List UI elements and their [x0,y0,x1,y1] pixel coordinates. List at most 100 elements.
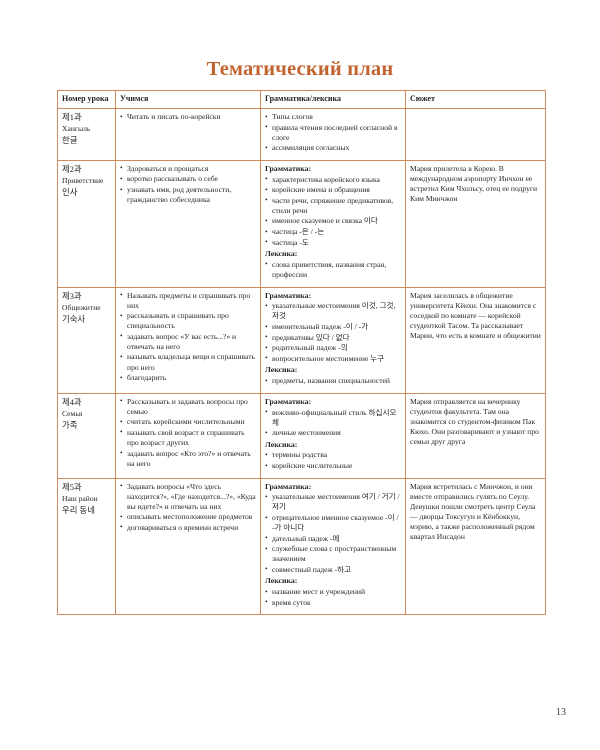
lexis-item: слова приветствия, названия стран, профе… [265,259,401,280]
column-header-lesson-number: Номер урока [57,90,116,109]
lexis-heading: Лексика: [265,365,298,375]
learn-item: благодарить [120,373,256,383]
cell-learn: Рассказывать и задавать вопросы про семь… [115,392,261,479]
cell-lesson-number: 제5과 Наш район 우리 동네 [57,477,116,616]
lexis-list: название мест и учрежденийвремя суток [265,587,401,608]
learn-list: Читать и писать по-корейски [120,111,256,122]
lexis-list: слова приветствия, названия стран, профе… [265,259,401,280]
cell-learn: Задавать вопросы «Что здесь находится?»,… [115,477,261,616]
cell-lesson-number: 제4과 Семья 가족 [57,392,116,479]
lesson-code: 제4과 [62,397,82,407]
page-title: Тематический план [206,58,394,80]
lesson-title-ru: Общежитие [62,302,101,312]
cell-story [405,108,546,161]
grammar-item: отрицательное именное сказуемое -이 / -가 … [265,513,401,533]
lexis-item: время суток [265,597,401,608]
lesson-title-ru: Наш район [62,493,98,503]
lesson-title-ko: 우리 동네 [62,505,95,515]
grammar-item: указательные местоимения 여기 / 거기 / 저기 [265,492,401,512]
grammar-item: дательный падеж -에 [265,533,401,544]
table-header-row: Номер урока Учимся Грамматика/лексика Сю… [57,90,546,109]
table-header: Номер урока Учимся Грамматика/лексика Сю… [57,90,546,109]
table-body: 제1과 Хангыль 한글 Читать и писать по-корейски Т… [57,108,546,616]
grammar-item: указательные местоимения 이것, 그것, 저것 [265,301,401,321]
grammar-heading: Грамматика: [265,481,312,491]
cell-grammar-lexis: Типы слоговправила чтения последней согл… [260,108,406,161]
learn-list: Задавать вопросы «Что здесь находится?»,… [120,481,256,533]
lesson-code: 제1과 [62,113,82,122]
grammar-item: личные местоимения [265,428,401,438]
grammar-list: характеристика корейского языкакорейские… [265,174,401,248]
cell-grammar-lexis: Грамматика:указательные местоимения 이것, … [260,286,406,394]
cell-story: Мария встретилась с Минчжон, и они вмест… [405,477,546,616]
grammar-item: части речи, спряжение предикативов, стил… [265,195,401,216]
learn-item: описывать местоположение предметов [120,512,256,522]
learn-item: называть свой возраст и спрашивать про в… [120,427,256,448]
story-text: Мария заселилась в общежитие университет… [410,290,541,340]
cell-lesson-number: 제2과 Приветствие 인사 [57,159,116,288]
lexis-item: предметы, названия специальностей [265,376,401,386]
lesson-code: 제3과 [62,291,82,301]
learn-item: рассказывать и спрашивать про специально… [120,311,256,331]
lesson-title-ru: Семья [62,408,83,418]
cell-lesson-number: 제1과 Хангыль 한글 [57,108,116,161]
learn-item: Здороваться и прощаться [120,163,256,174]
grammar-item: ассимиляция согласных [265,143,401,153]
learn-item: называть владельца вещи и спрашивать про… [120,352,256,372]
grammar-heading: Грамматика: [265,396,312,406]
thematic-plan-table: Номер урока Учимся Грамматика/лексика Сю… [57,90,546,616]
lexis-item: название мест и учреждений [265,587,401,597]
cell-learn: Здороваться и прощатьсякоротко рассказыв… [115,159,261,288]
column-header-learn: Учимся [115,90,261,109]
lesson-title-ko: 인사 [62,187,78,197]
grammar-item: Типы слогов [265,111,401,122]
grammar-item: предикативы 있다 / 없다 [265,332,401,343]
grammar-item: родительный падеж -의 [265,343,401,353]
cell-learn: Называть предметы и спрашивать про нихра… [115,286,261,394]
grammar-heading: Грамматика: [265,163,312,173]
grammar-item: правила чтения последней согласной в сло… [265,122,401,143]
grammar-item: вежливо-официальный стиль 하십시오체 [265,407,401,428]
learn-item: Задавать вопросы «Что здесь находится?»,… [120,481,256,512]
learn-item: Рассказывать и задавать вопросы про семь… [120,396,256,417]
page-number: 13 [556,707,566,718]
column-header-story: Сюжет [405,90,546,109]
learn-item: узнавать имя, род деятельности, гражданс… [120,185,256,205]
learn-item: договариваться о времени встречи [120,522,256,533]
story-text: Мария прилетела в Корею. В международном… [410,163,538,203]
lexis-heading: Лексика: [265,249,298,259]
grammar-item: частица -도 [265,237,401,248]
learn-list: Рассказывать и задавать вопросы про семь… [120,396,256,469]
cell-learn: Читать и писать по-корейски [115,108,261,161]
grammar-list: указательные местоимения 여기 / 거기 / 저기отр… [265,492,401,575]
grammar-heading: Грамматика: [265,290,312,300]
lesson-title-ko: 가족 [62,420,78,430]
grammar-item: корейские имена и обращения [265,185,401,195]
grammar-item: служебные слова с пространственным значе… [265,544,401,564]
lesson-code: 제5과 [62,482,82,492]
learn-item: Читать и писать по-корейски [120,111,256,122]
lexis-list: предметы, названия специальностей [265,376,401,386]
lexis-heading: Лексика: [265,439,298,449]
learn-item: задавать вопрос «У вас есть...?» и отвеч… [120,331,256,352]
grammar-item: совместный падеж -하고 [265,564,401,575]
story-text: Мария встретилась с Минчжон, и они вмест… [410,481,536,541]
grammar-list: вежливо-официальный стиль 하십시오체личные ме… [265,407,401,439]
table-row: 제1과 Хангыль 한글 Читать и писать по-корейски Т… [57,108,546,161]
cell-grammar-lexis: Грамматика:указательные местоимения 여기 /… [260,477,406,616]
learn-list: Называть предметы и спрашивать про нихра… [120,290,256,384]
learn-item: Называть предметы и спрашивать про них [120,290,256,311]
lesson-title-ko: 기숙사 [62,314,86,324]
grammar-list: указательные местоимения 이것, 그것, 저것имени… [265,301,401,363]
cell-grammar-lexis: Грамматика:вежливо-официальный стиль 하십시… [260,392,406,479]
grammar-item: частица -은 / -는 [265,227,401,237]
lexis-item: корейские числительные [265,461,401,471]
grammar-list: Типы слоговправила чтения последней согл… [265,111,401,153]
learn-item: коротко рассказывать о себе [120,174,256,184]
cell-story: Мария прилетела в Корею. В международном… [405,159,546,288]
lesson-title-ru: Приветствие [62,175,104,185]
column-header-grammar-lexis: Грамматика/лексика [260,90,406,109]
lexis-list: термины родствакорейские числительные [265,450,401,471]
